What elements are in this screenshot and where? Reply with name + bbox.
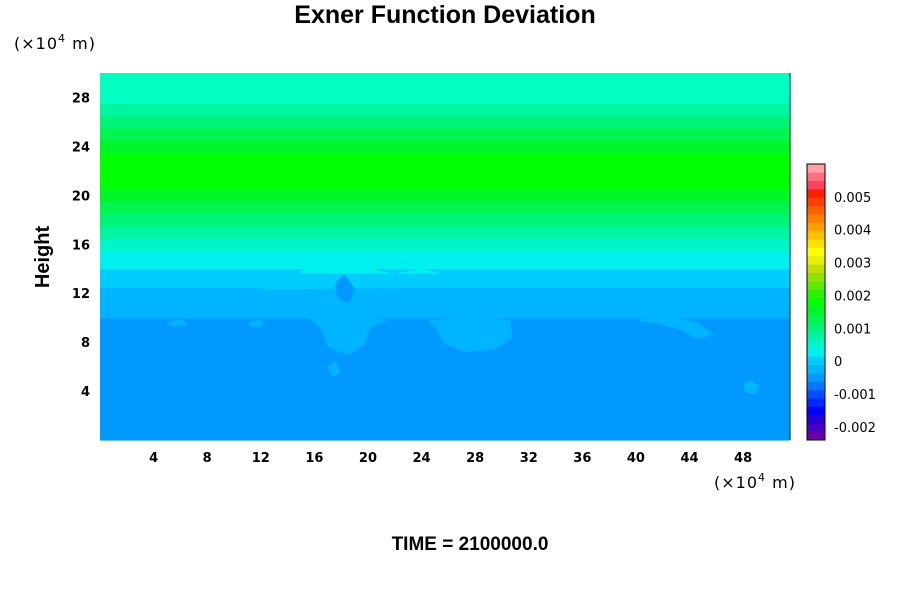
colorbar-band xyxy=(807,205,825,215)
x-tick-label: 4 xyxy=(149,451,158,466)
colorbar-tick-label: 0.002 xyxy=(834,289,871,304)
colorbar-band xyxy=(807,222,825,232)
colorbar-band xyxy=(807,230,825,240)
contour-patch xyxy=(166,318,188,327)
colorbar-band xyxy=(807,423,825,432)
x-tick-label: 48 xyxy=(734,451,752,466)
colorbar-band xyxy=(807,322,825,332)
contour-patch xyxy=(743,380,760,395)
colorbar-band xyxy=(807,398,825,407)
colorbar-band xyxy=(807,239,825,248)
contour-layer xyxy=(100,225,790,239)
colorbar-band xyxy=(807,189,825,198)
y-tick-label: 4 xyxy=(81,385,90,400)
contour-layer xyxy=(100,115,790,129)
colorbar-band xyxy=(807,272,825,282)
colorbar-band xyxy=(807,348,825,357)
colorbar-band xyxy=(807,297,825,307)
colorbar-band xyxy=(807,306,825,315)
colorbar-tick-label: 0.003 xyxy=(834,257,871,272)
colorbar-band xyxy=(807,389,825,399)
colorbar-band xyxy=(807,406,825,416)
x-tick-label: 36 xyxy=(573,451,591,466)
x-tick-label: 28 xyxy=(466,451,484,466)
y-tick-label: 12 xyxy=(72,287,90,302)
contour-layer xyxy=(100,238,790,251)
contour-patch xyxy=(428,316,513,352)
y-unit-label: (×104 m) xyxy=(14,32,96,53)
colorbar-tick-label: 0.004 xyxy=(834,224,871,239)
colorbar-band xyxy=(807,331,825,340)
colorbar-band xyxy=(807,214,825,223)
y-tick-label: 8 xyxy=(81,336,90,351)
colorbar-band xyxy=(807,264,825,274)
x-tick-label: 44 xyxy=(680,451,698,466)
plot-area xyxy=(100,73,791,441)
time-label: TIME = 2100000.0 xyxy=(392,534,549,555)
y-tick-label: 20 xyxy=(72,189,90,204)
colorbar-tick-label: 0.001 xyxy=(834,322,871,337)
x-unit-label: (×104 m) xyxy=(714,471,796,492)
x-tick-label: 12 xyxy=(252,451,270,466)
colorbar-band xyxy=(807,256,825,265)
colorbar-band xyxy=(807,314,825,324)
colorbar-frame xyxy=(806,163,826,441)
colorbar-band xyxy=(807,172,825,182)
x-tick-label: 24 xyxy=(413,451,431,466)
contour-layer xyxy=(100,268,790,288)
contour-patch xyxy=(635,315,714,340)
chart-title: Exner Function Deviation xyxy=(294,1,595,29)
contour-patch xyxy=(307,315,387,356)
contour-layer xyxy=(100,73,790,105)
contour-layer xyxy=(100,128,790,141)
contour-layer xyxy=(100,250,790,270)
colorbar-band xyxy=(807,381,825,391)
colorbar-band xyxy=(807,197,825,207)
x-tick-label: 32 xyxy=(520,451,538,466)
contour-layer xyxy=(100,152,790,190)
colorbar-tick-label: 0 xyxy=(834,355,842,370)
contour-patch xyxy=(260,277,502,290)
colorbar-band xyxy=(807,414,825,424)
x-tick-label: 8 xyxy=(203,451,212,466)
contour-layer xyxy=(100,287,790,319)
contour-layer xyxy=(100,189,790,203)
y-tick-label: 24 xyxy=(72,140,90,155)
colorbar-band xyxy=(807,356,825,366)
colorbar-band xyxy=(807,364,825,374)
contour-patch xyxy=(327,361,340,377)
y-axis-label: Height xyxy=(32,226,54,289)
contour-patch xyxy=(300,254,442,274)
contour-patch xyxy=(247,318,264,328)
colorbar-band xyxy=(807,373,825,382)
contour-layer xyxy=(100,103,790,117)
colorbar-band xyxy=(807,281,825,290)
colorbar-band xyxy=(807,289,825,299)
contour-patch xyxy=(334,273,355,303)
colorbar-band xyxy=(807,180,825,190)
x-tick-label: 40 xyxy=(627,451,645,466)
y-tick-label: 28 xyxy=(72,91,90,106)
contour-layer xyxy=(100,140,790,154)
colorbar-tick-label: -0.002 xyxy=(834,421,876,436)
colorbar-tick-label: 0.005 xyxy=(834,191,871,206)
colorbar xyxy=(806,163,826,441)
x-tick-label: 16 xyxy=(305,451,323,466)
colorbar-band xyxy=(807,339,825,349)
contour-layer xyxy=(100,213,790,227)
colorbar-band xyxy=(807,164,825,173)
contour-layer xyxy=(100,201,790,215)
colorbar-tick-label: -0.001 xyxy=(834,388,876,403)
x-tick-label: 20 xyxy=(359,451,377,466)
colorbar-band xyxy=(807,431,825,441)
colorbar-band xyxy=(807,247,825,257)
y-tick-label: 16 xyxy=(72,238,90,253)
